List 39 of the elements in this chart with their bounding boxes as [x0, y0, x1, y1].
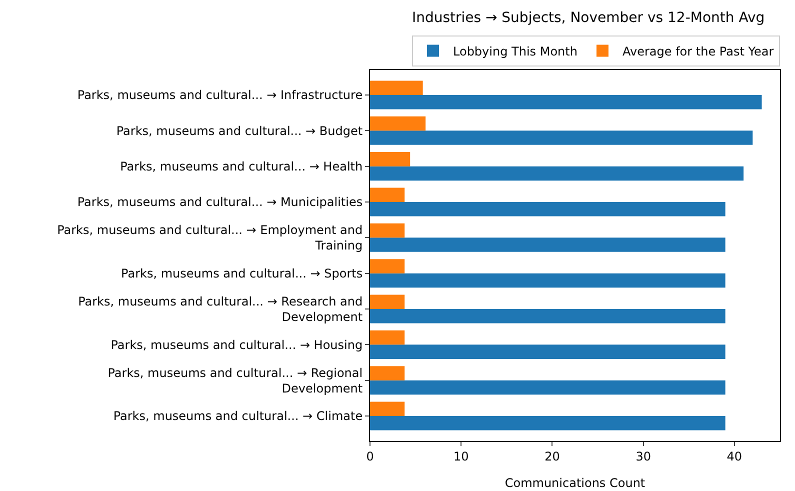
- y-tick-label: Parks, museums and cultural... → Housing: [110, 338, 363, 352]
- x-axis-title: Communications Count: [504, 476, 646, 490]
- bar: [370, 80, 423, 95]
- legend-label: Average for the Past Year: [622, 44, 774, 58]
- bar: [370, 202, 726, 216]
- x-tick-label: 20: [544, 449, 560, 464]
- bar: [370, 238, 726, 252]
- x-tick-label: 40: [726, 449, 742, 464]
- bar: [370, 294, 405, 310]
- bar: [370, 416, 726, 430]
- y-tick-label: Parks, museums and cultural... → Research and Development: [78, 294, 363, 324]
- bar: [370, 223, 405, 238]
- bar: [370, 259, 405, 274]
- y-tick-label: Parks, museums and cultural... → Municipalities: [77, 195, 363, 210]
- x-tick-label: 30: [636, 449, 651, 464]
- bar: [370, 330, 405, 345]
- bar: [370, 380, 726, 395]
- y-tick-label: Parks, museums and cultural... → Employment and Training: [57, 223, 363, 253]
- y-tick-label: Parks, museums and cultural... → Infrastructure: [77, 88, 363, 102]
- bar: [370, 166, 744, 181]
- legend-label: Lobbying This Month: [453, 44, 578, 58]
- bar: [370, 94, 762, 110]
- x-tick-label: 10: [453, 449, 469, 464]
- bar: [370, 402, 405, 416]
- y-tick-label: Parks, museums and cultural... → Sports: [121, 266, 363, 281]
- y-tick-label: Parks, museums and cultural... → Health: [120, 160, 363, 174]
- bar: [370, 273, 726, 288]
- bar: [370, 130, 753, 145]
- bar: [370, 152, 410, 166]
- bar: [370, 116, 426, 131]
- bar: [370, 309, 726, 324]
- bar: [370, 188, 405, 202]
- bar: [370, 344, 726, 359]
- chart-title: Industries → Subjects, November vs 12-Month Avg: [412, 10, 765, 26]
- y-tick-label: Parks, museums and cultural... → Climate: [113, 409, 363, 424]
- x-tick-label: 0: [366, 449, 374, 464]
- y-tick-label: Parks, museums and cultural... → Budget: [116, 124, 363, 138]
- bar: [370, 366, 405, 380]
- y-tick-label: Parks, museums and cultural... → Regional Development: [108, 366, 363, 396]
